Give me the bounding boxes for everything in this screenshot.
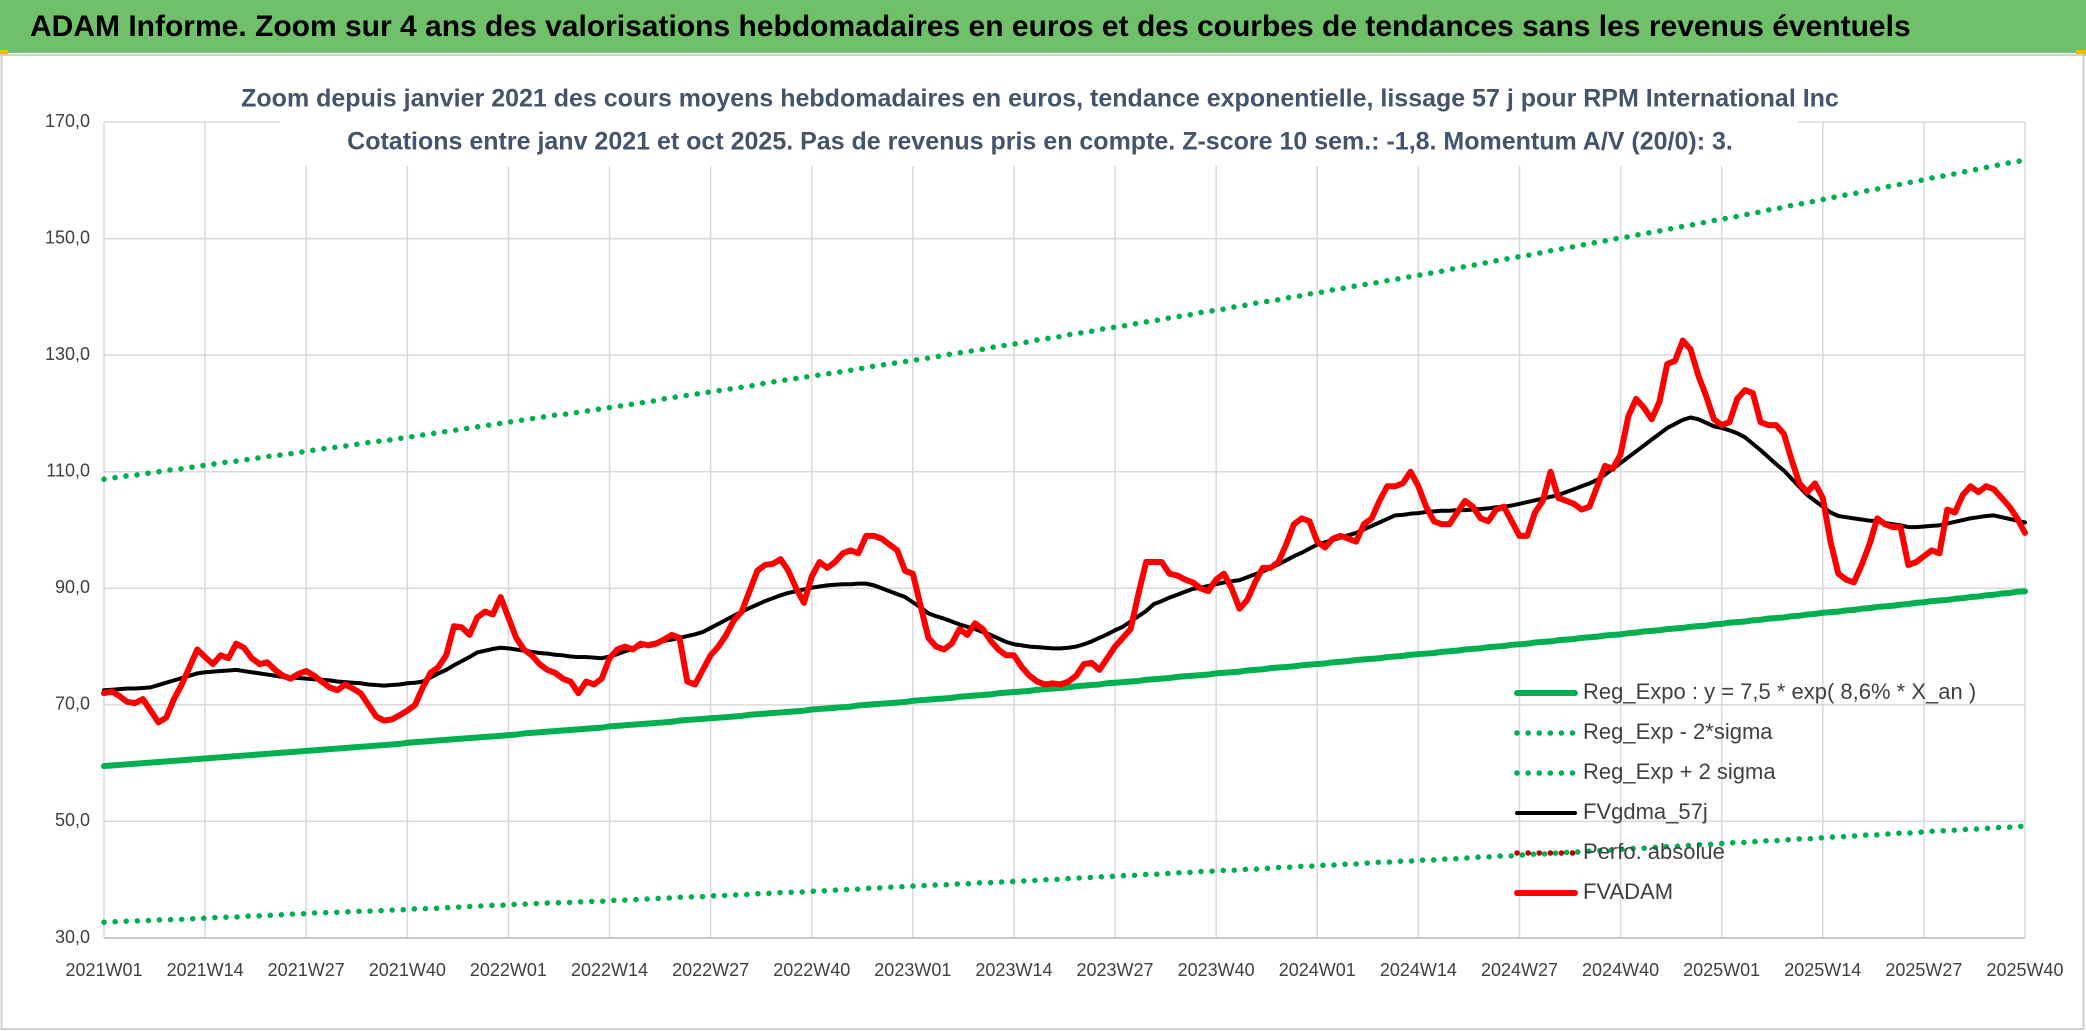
- corner: [0, 50, 8, 56]
- chart-title: Zoom depuis janvier 2021 des cours moyen…: [241, 85, 1839, 113]
- header-band: [0, 0, 2086, 53]
- legend-label: Perfo. absolue: [1583, 839, 1725, 864]
- series-line: [101, 588, 2028, 770]
- x-tick-label: 2024W40: [1582, 960, 1659, 980]
- grid: 30,0 50,0 70,0 90,0 110,0 130,0 150,0 170,0 2021…: [45, 111, 2064, 980]
- x-tick-label: 2021W40: [369, 960, 446, 980]
- x-tick-label: 2025W40: [1986, 960, 2063, 980]
- x-tick-label: 2022W14: [571, 960, 648, 980]
- legend-label: FVADAM: [1583, 879, 1673, 904]
- series-line: [101, 157, 2028, 483]
- series-line: [101, 823, 2028, 926]
- x-tick-label: 2025W14: [1784, 960, 1861, 980]
- corner: [2076, 50, 2086, 56]
- x-tick-label: 2023W01: [874, 960, 951, 980]
- series-line: [101, 337, 2028, 726]
- y-tick-label: 50,0: [55, 810, 90, 830]
- x-tick-label: 2021W27: [268, 960, 345, 980]
- x-tick-label: 2021W01: [65, 960, 142, 980]
- x-tick-label: 2025W01: [1683, 960, 1760, 980]
- legend-label: Reg_Expo : y = 7,5 * exp( 8,6% * X_an ): [1583, 679, 1976, 704]
- y-tick-label: 90,0: [55, 577, 90, 597]
- chart-frame: [0, 54, 2085, 1030]
- x-tick-label: 2023W14: [975, 960, 1052, 980]
- x-tick-label: 2023W40: [1178, 960, 1255, 980]
- lines: [101, 157, 2028, 926]
- y-tick-label: 70,0: [55, 694, 90, 714]
- x-tick-label: 2025W27: [1885, 960, 1962, 980]
- legend-label: Reg_Exp - 2*sigma: [1583, 719, 1773, 744]
- legend-label: Reg_Exp + 2 sigma: [1583, 759, 1776, 784]
- y-tick-label: 170,0: [45, 111, 90, 131]
- header-title: ADAM Informe. Zoom sur 4 ans des valoris…: [30, 10, 1911, 43]
- legend: Reg_Expo : y = 7,5 * exp( 8,6% * X_an ) R…: [1514, 679, 1976, 904]
- x-tick-label: 2024W27: [1481, 960, 1558, 980]
- y-tick-label: 30,0: [55, 927, 90, 947]
- x-tick-label: 2021W14: [167, 960, 244, 980]
- y-tick-label: 110,0: [46, 460, 90, 480]
- legend-label: FVgdma_57j: [1583, 799, 1708, 824]
- chart-subtitle: Cotations entre janv 2021 et oct 2025. P…: [347, 128, 1733, 156]
- y-tick-label: 130,0: [45, 344, 90, 364]
- x-tick-label: 2024W14: [1380, 960, 1457, 980]
- x-tick-label: 2023W27: [1077, 960, 1154, 980]
- title-backdrop: [280, 80, 1798, 166]
- x-tick-label: 2022W40: [773, 960, 850, 980]
- x-tick-label: 2022W27: [672, 960, 749, 980]
- x-tick-label: 2022W01: [470, 960, 547, 980]
- x-tick-label: 2024W01: [1279, 960, 1356, 980]
- y-tick-label: 150,0: [45, 227, 90, 247]
